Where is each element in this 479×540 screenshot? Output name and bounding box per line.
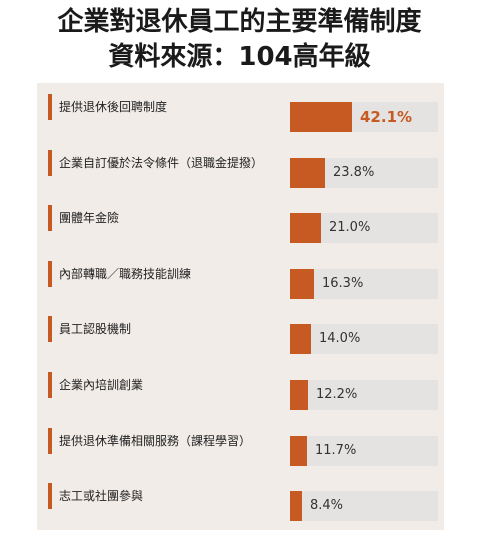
- row-accent-marker: [48, 205, 52, 232]
- bar-row: 志工或社團參與 8.4%: [37, 479, 444, 523]
- bar-row: 員工認股機制 14.0%: [37, 312, 444, 356]
- category-label: 員工認股機制: [59, 322, 132, 337]
- category-label: 提供退休準備相關服務（課程學習）: [59, 433, 252, 448]
- bar-row: 企業內培訓創業 12.2%: [37, 368, 444, 412]
- category-label: 企業自訂優於法令條件（退職金提撥）: [59, 155, 264, 170]
- category-label: 提供退休後回聘制度: [59, 100, 168, 114]
- bar-track: 8.4%: [290, 491, 438, 522]
- bar: [290, 268, 314, 299]
- value-label: 21.0%: [329, 220, 371, 236]
- value-label: 16.3%: [322, 275, 364, 291]
- bar: [290, 213, 321, 244]
- bar-track: 14.0%: [290, 324, 438, 355]
- category-label: 內部轉職／職務技能訓練: [59, 266, 192, 281]
- bar-track: 11.7%: [290, 435, 438, 466]
- chart-title: 企業對退休員工的主要準備制度: [57, 7, 422, 37]
- row-accent-marker: [48, 483, 52, 510]
- bar-track: 21.0%: [290, 213, 438, 244]
- bar-track: 42.1%: [290, 102, 438, 132]
- bar-row: 提供退休準備相關服務（課程學習） 11.7%: [37, 424, 444, 468]
- bar-row: 企業自訂優於法令條件（退職金提撥） 23.8%: [37, 146, 444, 190]
- bar-row: 團體年金險 21.0%: [37, 201, 444, 245]
- bar: [290, 491, 302, 522]
- row-accent-marker: [48, 260, 52, 287]
- bar: [290, 157, 325, 188]
- bar: [290, 324, 311, 355]
- value-label: 14.0%: [319, 331, 361, 347]
- bar-track: 12.2%: [290, 380, 438, 410]
- row-accent-marker: [48, 427, 52, 454]
- value-label: 12.2%: [316, 387, 358, 402]
- bar: [290, 435, 307, 466]
- chart-subtitle: 資料來源：104高年級: [108, 42, 371, 72]
- value-label: 23.8%: [333, 164, 375, 180]
- bar-row: 內部轉職／職務技能訓練 16.3%: [37, 257, 444, 301]
- category-label: 團體年金險: [59, 211, 120, 226]
- value-label: 11.7%: [315, 442, 357, 458]
- bar: [290, 102, 352, 132]
- bar-track: 16.3%: [290, 268, 438, 299]
- row-accent-marker: [48, 372, 52, 398]
- category-label: 企業內培訓創業: [59, 378, 144, 392]
- row-accent-marker: [48, 149, 52, 176]
- category-label: 志工或社團參與: [59, 489, 144, 504]
- value-label: 8.4%: [310, 498, 344, 514]
- bar-track: 23.8%: [290, 157, 438, 188]
- value-label: 42.1%: [360, 108, 413, 126]
- row-accent-marker: [48, 316, 52, 343]
- row-accent-marker: [48, 94, 52, 120]
- bar-row: 提供退休後回聘制度 42.1%: [37, 90, 444, 134]
- chart-panel: 提供退休後回聘制度 42.1% 企業自訂優於法令條件（退職金提撥） 23.8% 團體年金…: [37, 83, 444, 530]
- bar: [290, 380, 308, 410]
